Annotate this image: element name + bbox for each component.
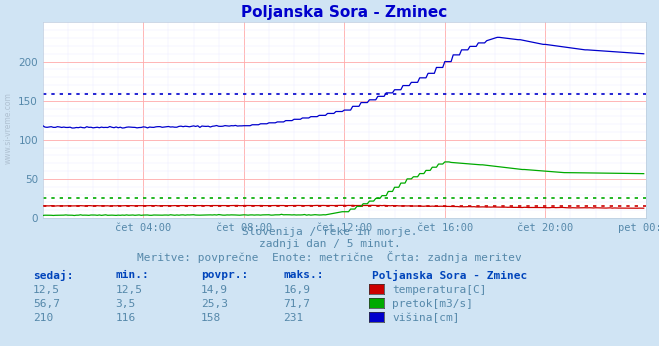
Text: 56,7: 56,7 [33, 299, 60, 309]
Text: pretok[m3/s]: pretok[m3/s] [392, 299, 473, 309]
Text: 210: 210 [33, 313, 53, 323]
Text: maks.:: maks.: [283, 270, 324, 280]
Text: Poljanska Sora - Zminec: Poljanska Sora - Zminec [372, 270, 528, 281]
Text: zadnji dan / 5 minut.: zadnji dan / 5 minut. [258, 239, 401, 249]
Text: 158: 158 [201, 313, 221, 323]
Text: 12,5: 12,5 [33, 285, 60, 295]
Text: 14,9: 14,9 [201, 285, 228, 295]
Text: 16,9: 16,9 [283, 285, 310, 295]
Text: min.:: min.: [115, 270, 149, 280]
Text: Slovenija / reke in morje.: Slovenija / reke in morje. [242, 227, 417, 237]
Text: www.si-vreme.com: www.si-vreme.com [3, 92, 13, 164]
Text: temperatura[C]: temperatura[C] [392, 285, 486, 295]
Text: sedaj:: sedaj: [33, 270, 73, 281]
Text: 25,3: 25,3 [201, 299, 228, 309]
Text: Meritve: povprečne  Enote: metrične  Črta: zadnja meritev: Meritve: povprečne Enote: metrične Črta:… [137, 251, 522, 263]
Text: povpr.:: povpr.: [201, 270, 248, 280]
Text: 12,5: 12,5 [115, 285, 142, 295]
Text: višina[cm]: višina[cm] [392, 313, 459, 324]
Text: 231: 231 [283, 313, 304, 323]
Text: 3,5: 3,5 [115, 299, 136, 309]
Text: 116: 116 [115, 313, 136, 323]
Text: 71,7: 71,7 [283, 299, 310, 309]
Title: Poljanska Sora - Zminec: Poljanska Sora - Zminec [241, 5, 447, 20]
